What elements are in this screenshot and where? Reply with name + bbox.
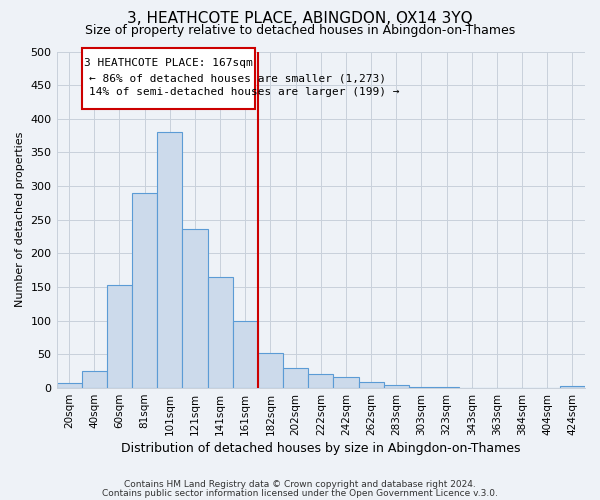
Text: 3 HEATHCOTE PLACE: 167sqm: 3 HEATHCOTE PLACE: 167sqm [84, 58, 253, 68]
Bar [560, 386, 585, 388]
X-axis label: Distribution of detached houses by size in Abingdon-on-Thames: Distribution of detached houses by size … [121, 442, 521, 455]
Bar [308, 374, 334, 388]
Bar [233, 321, 258, 388]
Bar [208, 277, 233, 388]
Bar [82, 370, 107, 388]
Text: 14% of semi-detached houses are larger (199) →: 14% of semi-detached houses are larger (… [89, 87, 400, 97]
Text: 3, HEATHCOTE PLACE, ABINGDON, OX14 3YQ: 3, HEATHCOTE PLACE, ABINGDON, OX14 3YQ [127, 11, 473, 26]
Text: Size of property relative to detached houses in Abingdon-on-Thames: Size of property relative to detached ho… [85, 24, 515, 37]
Bar [82, 48, 256, 108]
Bar [107, 285, 132, 388]
Text: Contains public sector information licensed under the Open Government Licence v.: Contains public sector information licen… [102, 488, 498, 498]
Bar [132, 193, 157, 388]
Bar [157, 132, 182, 388]
Y-axis label: Number of detached properties: Number of detached properties [15, 132, 25, 308]
Bar [182, 229, 208, 388]
Bar [56, 384, 82, 388]
Bar [283, 368, 308, 388]
Bar [409, 386, 434, 388]
Bar [334, 378, 359, 388]
Text: Contains HM Land Registry data © Crown copyright and database right 2024.: Contains HM Land Registry data © Crown c… [124, 480, 476, 489]
Bar [359, 382, 383, 388]
Bar [258, 353, 283, 388]
Text: ← 86% of detached houses are smaller (1,273): ← 86% of detached houses are smaller (1,… [89, 73, 386, 83]
Bar [383, 386, 409, 388]
